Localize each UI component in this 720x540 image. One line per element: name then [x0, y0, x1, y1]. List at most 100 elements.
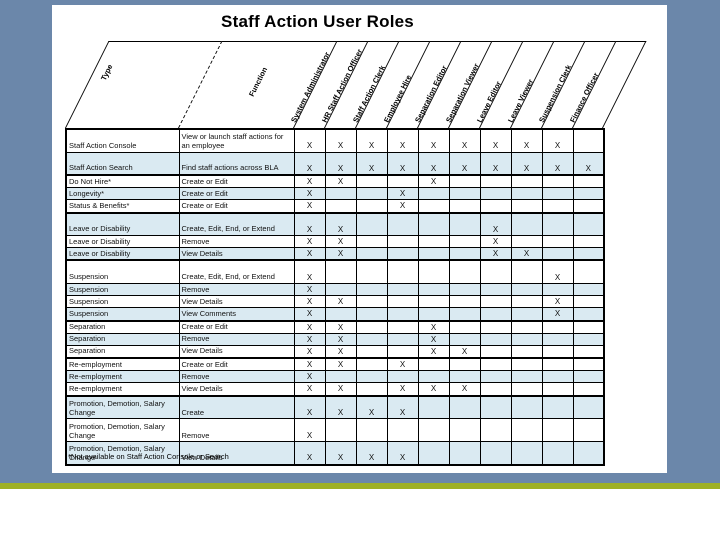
mark-cell: X [293, 174, 326, 189]
empty-cell [417, 307, 450, 322]
empty-cell [510, 187, 543, 201]
empty-cell [572, 247, 605, 262]
matrix-row: Staff Action Search Find staff actions ac… [65, 151, 605, 176]
empty-cell [510, 235, 543, 249]
matrix-row: Separation Create or Edit X X X [65, 320, 605, 334]
type-cell: Staff Action Search [65, 151, 180, 176]
empty-cell [572, 295, 605, 309]
empty-cell [541, 212, 574, 237]
mark-cell: X [324, 332, 357, 346]
empty-cell [417, 441, 450, 466]
mark-cell: X [293, 307, 326, 322]
empty-cell [572, 307, 605, 322]
empty-cell [417, 418, 450, 443]
empty-cell [324, 259, 357, 284]
type-cell: Leave or Disability [65, 235, 180, 249]
mark-cell: X [293, 282, 326, 297]
mark-cell: X [324, 247, 357, 262]
mark-cell: X [324, 441, 357, 466]
mark-cell: X [541, 295, 574, 309]
mark-cell: X [293, 151, 326, 176]
mark-cell: X [386, 128, 419, 153]
empty-cell [324, 418, 357, 443]
empty-cell [355, 282, 388, 297]
empty-cell [541, 382, 574, 397]
type-cell: Re-employment [65, 357, 180, 372]
empty-cell [448, 357, 481, 372]
empty-cell [510, 199, 543, 214]
empty-cell [479, 199, 512, 214]
empty-cell [479, 295, 512, 309]
mark-cell: X [417, 382, 450, 397]
mark-cell: X [386, 395, 419, 420]
function-cell: Create or Edit [178, 320, 295, 334]
mark-cell: X [293, 418, 326, 443]
type-cell: Separation [65, 320, 180, 334]
empty-cell [355, 344, 388, 360]
matrix-row: Longevity* Create or Edit X X [65, 187, 605, 201]
empty-cell [572, 441, 605, 466]
empty-cell [386, 344, 419, 360]
type-cell: Longevity* [65, 187, 180, 201]
empty-cell [541, 418, 574, 443]
mark-cell: X [448, 344, 481, 360]
slide-title: Staff Action User Roles [221, 12, 414, 31]
function-cell: Create or Edit [178, 187, 295, 201]
mark-cell: X [479, 235, 512, 249]
mark-cell: X [293, 212, 326, 237]
empty-cell [448, 282, 481, 297]
empty-cell [448, 199, 481, 214]
mark-cell: X [386, 357, 419, 372]
function-cell: View Details [178, 247, 295, 262]
empty-cell [448, 247, 481, 262]
function-cell: Create or Edit [178, 199, 295, 214]
empty-cell [541, 395, 574, 420]
empty-cell [510, 174, 543, 189]
empty-cell [541, 344, 574, 360]
mark-cell: X [324, 295, 357, 309]
empty-cell [479, 174, 512, 189]
empty-cell [541, 332, 574, 346]
empty-cell [355, 259, 388, 284]
mark-cell: X [541, 151, 574, 176]
empty-cell [448, 174, 481, 189]
empty-cell [541, 199, 574, 214]
empty-cell [510, 441, 543, 466]
mark-cell: X [479, 212, 512, 237]
empty-cell [479, 259, 512, 284]
empty-cell [355, 295, 388, 309]
empty-cell [572, 357, 605, 372]
empty-cell [386, 307, 419, 322]
mark-cell: X [355, 128, 388, 153]
type-cell: Separation [65, 344, 180, 360]
mark-cell: X [324, 151, 357, 176]
matrix-row: Do Not Hire* Create or Edit X X X [65, 174, 605, 189]
matrix-row: Staff Action Console View or launch staff… [65, 128, 605, 153]
empty-cell [510, 212, 543, 237]
type-cell: Re-employment [65, 370, 180, 384]
mark-cell: X [448, 382, 481, 397]
mark-cell: X [324, 357, 357, 372]
mark-cell: X [293, 382, 326, 397]
mark-cell: X [448, 128, 481, 153]
empty-cell [355, 235, 388, 249]
empty-cell [572, 187, 605, 201]
mark-cell: X [293, 344, 326, 360]
empty-cell [541, 174, 574, 189]
empty-cell [479, 382, 512, 397]
empty-cell [355, 187, 388, 201]
empty-cell [386, 247, 419, 262]
matrix-row: Promotion, Demotion, Salary Change Create… [65, 395, 605, 420]
matrix-row: Leave or Disability View Details X X X X [65, 247, 605, 262]
empty-cell [386, 295, 419, 309]
empty-cell [541, 370, 574, 384]
empty-cell [324, 187, 357, 201]
mark-cell: X [386, 187, 419, 201]
function-cell: Remove [178, 370, 295, 384]
function-cell: Create or Edit [178, 357, 295, 372]
roles-matrix: Type Function System Administrator HR Staff… [65, 40, 665, 466]
function-cell: Remove [178, 235, 295, 249]
empty-cell [510, 370, 543, 384]
empty-cell [355, 199, 388, 214]
matrix-row: Suspension Create, Edit, End, or Extend X X [65, 259, 605, 284]
